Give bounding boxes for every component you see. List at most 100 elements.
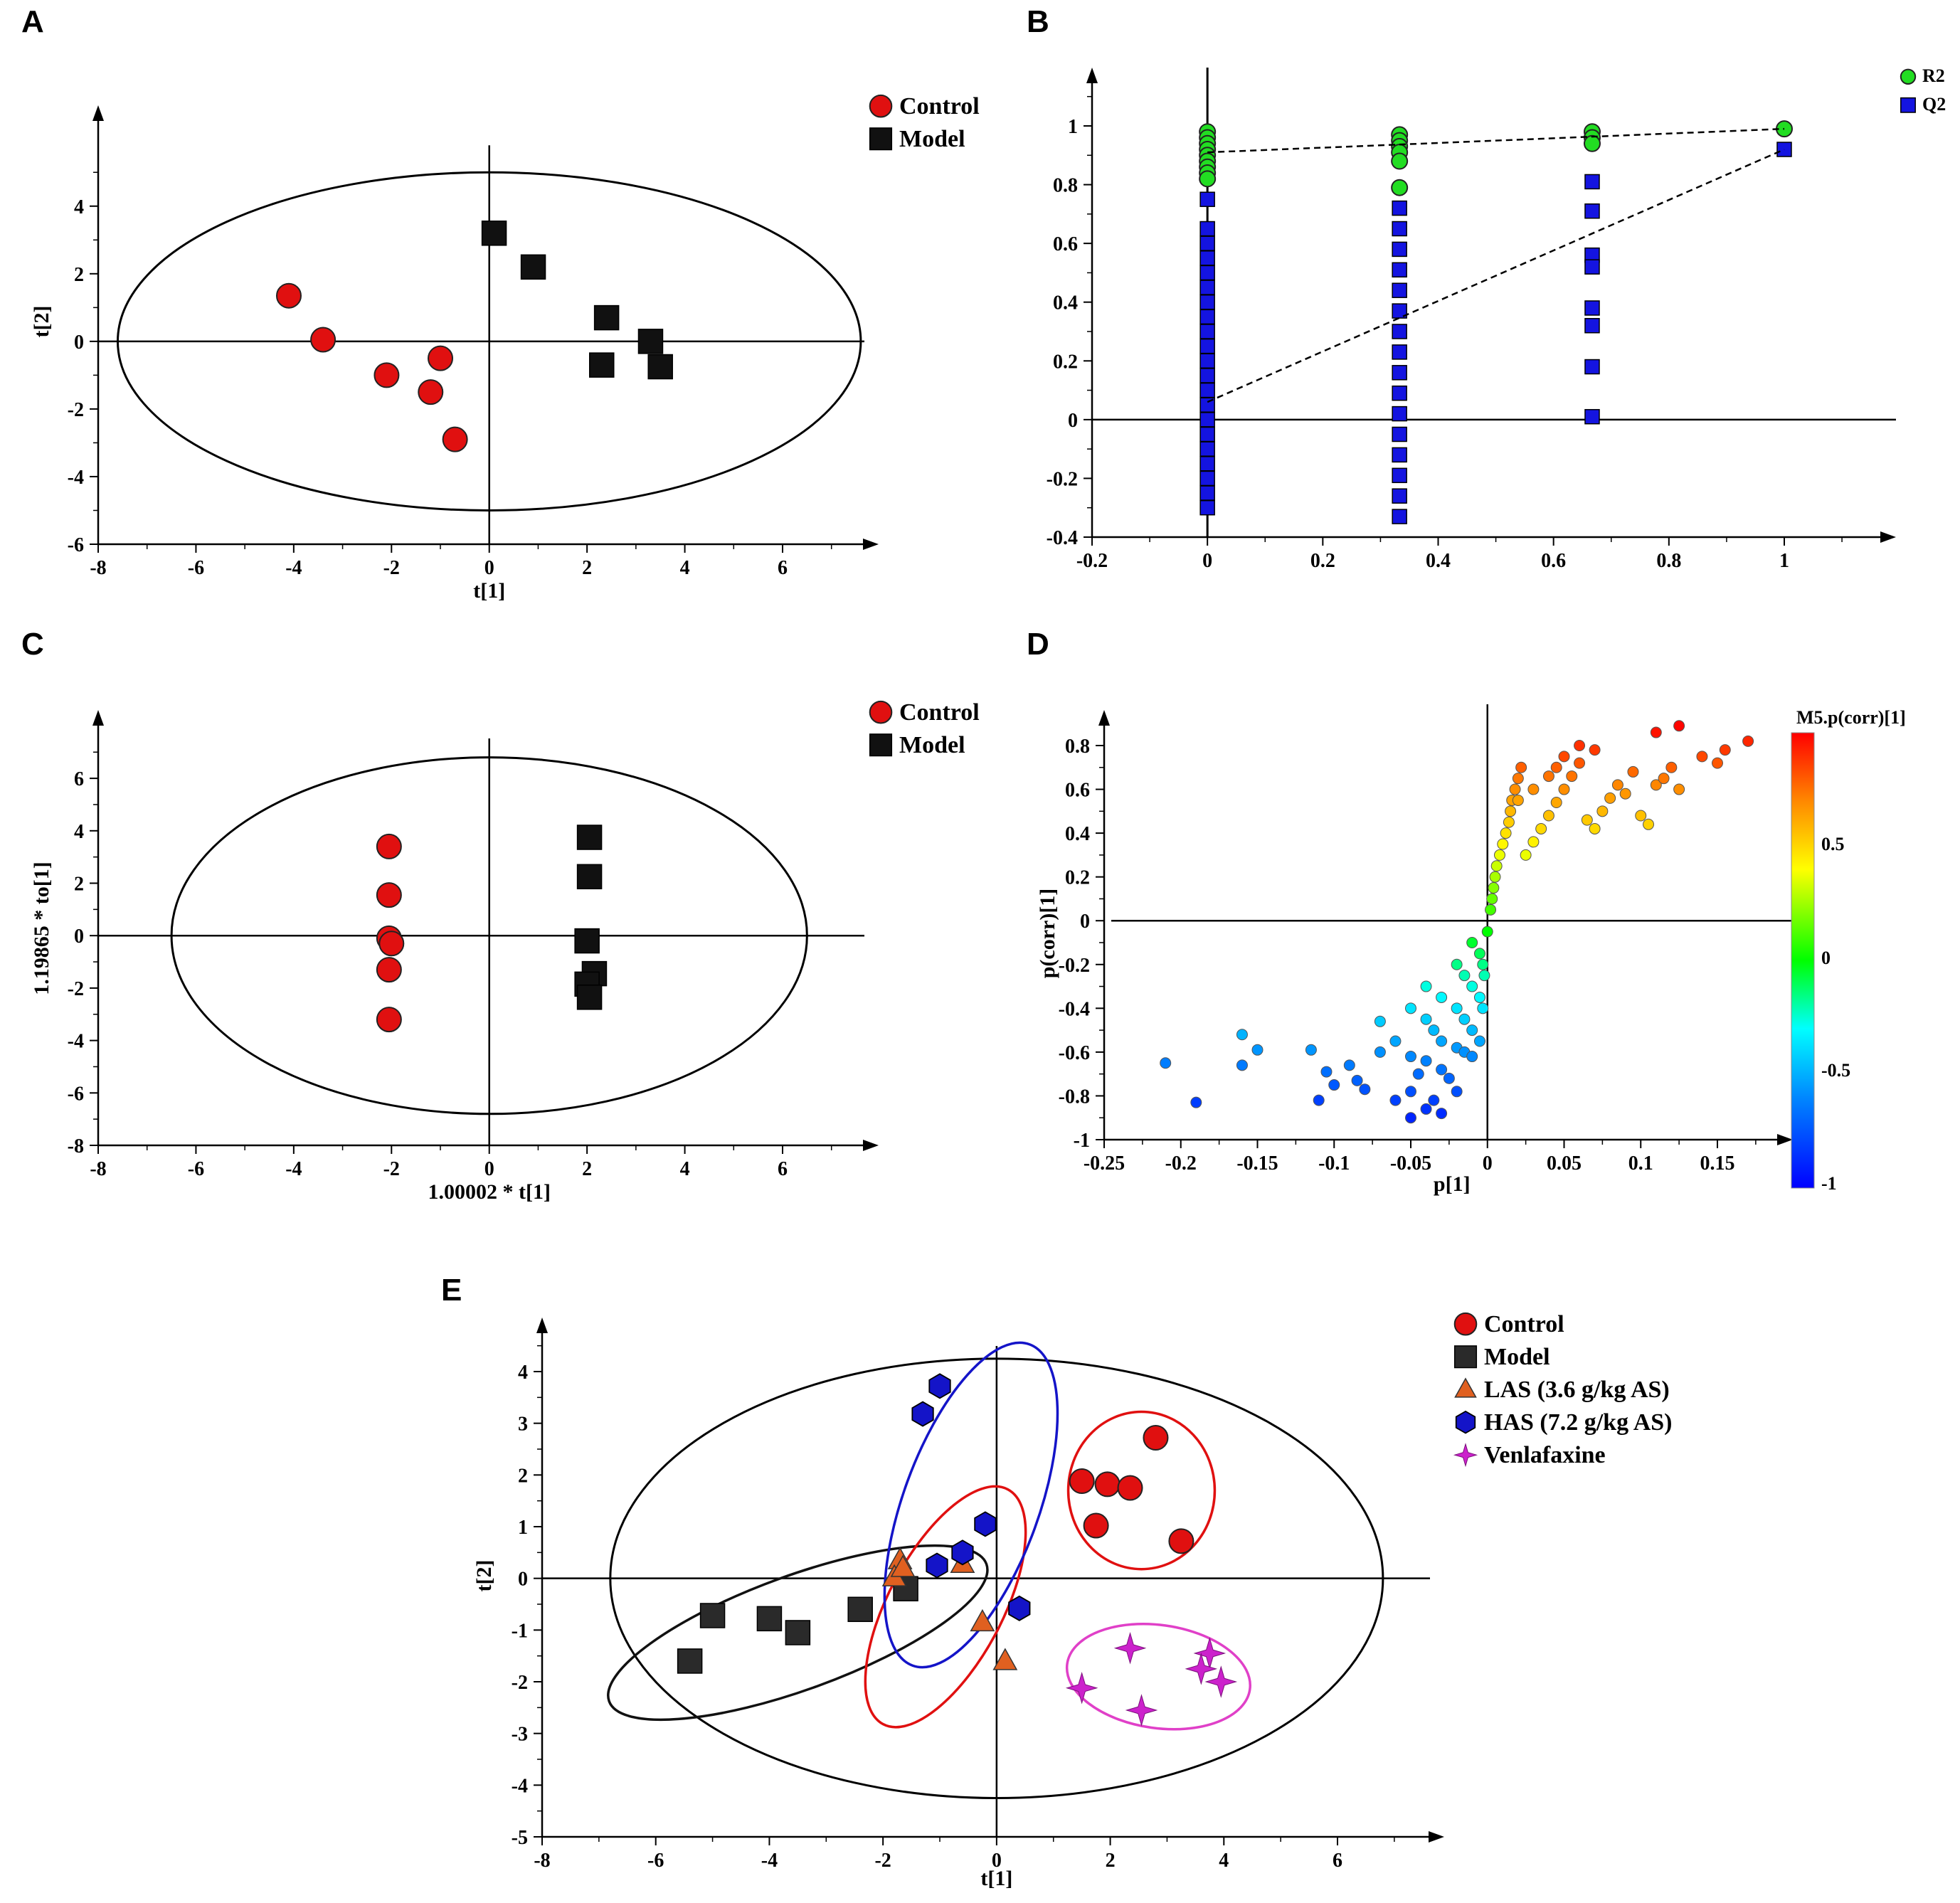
data-point bbox=[1520, 849, 1532, 861]
data-point bbox=[1420, 1103, 1432, 1115]
data-point-q2 bbox=[1584, 408, 1600, 425]
y-tick-label: 0 bbox=[1080, 911, 1090, 933]
data-point bbox=[1673, 783, 1685, 795]
data-point bbox=[1420, 980, 1432, 992]
colorbar-tick-label: -0.5 bbox=[1821, 1060, 1850, 1081]
x-tick-label: 0 bbox=[484, 557, 494, 579]
data-point bbox=[1619, 788, 1631, 800]
data-point-has-7-2-g-kg-as- bbox=[926, 1552, 948, 1579]
y-tick-label: 4 bbox=[518, 1362, 528, 1384]
data-point-model bbox=[574, 928, 600, 954]
data-point bbox=[1374, 1015, 1386, 1027]
data-point bbox=[1627, 765, 1639, 778]
y-tick-label: 0.6 bbox=[1065, 780, 1090, 802]
legend-label: Control bbox=[899, 699, 980, 726]
x-tick-label: -0.05 bbox=[1390, 1152, 1431, 1175]
data-point bbox=[1473, 991, 1485, 1003]
x-tick-label: 0 bbox=[1483, 1152, 1493, 1175]
data-point bbox=[1477, 1002, 1489, 1014]
data-point-control bbox=[1117, 1475, 1143, 1501]
data-point-control bbox=[376, 833, 402, 859]
data-point bbox=[1251, 1044, 1264, 1056]
y-tick-label: -8 bbox=[68, 1135, 84, 1157]
data-point bbox=[1643, 818, 1655, 830]
x-axis-arrow bbox=[863, 1140, 879, 1151]
x-tick-label: -0.2 bbox=[1076, 550, 1108, 572]
data-point-has-7-2-g-kg-as- bbox=[951, 1539, 974, 1566]
y-tick-label: 1 bbox=[1068, 116, 1078, 138]
data-point-q2 bbox=[1199, 265, 1215, 281]
data-point bbox=[1550, 761, 1562, 773]
x-tick-label: 0.2 bbox=[1310, 550, 1335, 572]
data-point bbox=[1696, 751, 1708, 763]
data-point bbox=[1558, 751, 1570, 763]
regression-line-q2 bbox=[1207, 148, 1785, 403]
data-point bbox=[1719, 744, 1731, 756]
y-axis-label: t[2] bbox=[472, 1560, 496, 1592]
y-tick-label: 0.4 bbox=[1065, 823, 1090, 845]
data-point bbox=[1635, 810, 1647, 822]
y-tick-label: 0 bbox=[518, 1569, 528, 1591]
data-point bbox=[1509, 783, 1521, 795]
x-tick-label: 0.1 bbox=[1628, 1152, 1653, 1175]
data-point-q2 bbox=[1584, 259, 1600, 275]
data-point bbox=[1343, 1059, 1355, 1071]
y-axis-arrow bbox=[92, 105, 104, 121]
y-tick-label: 0.8 bbox=[1053, 175, 1078, 197]
data-point bbox=[1436, 1064, 1448, 1076]
panel-label: E bbox=[441, 1273, 462, 1308]
data-point bbox=[1405, 1086, 1416, 1098]
data-point bbox=[1512, 794, 1524, 806]
y-tick-label: -1 bbox=[512, 1620, 528, 1642]
legend-marker-control bbox=[869, 700, 893, 724]
data-point-model bbox=[520, 254, 546, 280]
data-point bbox=[1658, 773, 1670, 785]
x-tick-label: 2 bbox=[582, 1158, 592, 1180]
data-point-q2 bbox=[1392, 262, 1407, 278]
data-point bbox=[1473, 948, 1485, 960]
data-point-q2 bbox=[1199, 441, 1215, 457]
data-point-control bbox=[442, 426, 468, 452]
panel-c: C -8 -6 -4 -2 0 2 4 6 -8 -6 -4 -2 0 2 4 6 Control Model 1.0… bbox=[21, 627, 980, 1204]
x-tick-label: 6 bbox=[778, 1158, 788, 1180]
data-point-model bbox=[647, 354, 673, 380]
data-point bbox=[1412, 1068, 1424, 1080]
data-point bbox=[1389, 1035, 1402, 1047]
data-point-has-7-2-g-kg-as- bbox=[911, 1401, 934, 1427]
data-point bbox=[1515, 761, 1527, 773]
data-point bbox=[1236, 1059, 1248, 1071]
y-tick-label: 0.2 bbox=[1053, 351, 1078, 373]
x-tick-label: -4 bbox=[761, 1850, 778, 1872]
x-tick-label: -2 bbox=[383, 1158, 400, 1180]
data-point bbox=[1428, 1024, 1440, 1037]
data-point-q2 bbox=[1199, 235, 1215, 251]
x-tick-label: 0.8 bbox=[1656, 550, 1681, 572]
x-tick-label: 6 bbox=[1333, 1850, 1342, 1872]
data-point bbox=[1443, 1072, 1455, 1084]
data-point-q2 bbox=[1199, 456, 1215, 472]
y-tick-label: -1 bbox=[1074, 1130, 1090, 1152]
data-point-control bbox=[378, 931, 405, 957]
x-tick-label: -8 bbox=[90, 557, 106, 579]
data-point bbox=[1477, 958, 1489, 970]
data-point bbox=[1486, 893, 1498, 905]
y-tick-label: -0.2 bbox=[1047, 468, 1078, 490]
data-point-model bbox=[637, 329, 664, 354]
x-tick-label: -2 bbox=[874, 1850, 891, 1872]
data-point-model bbox=[699, 1603, 726, 1628]
data-point-control bbox=[1069, 1468, 1095, 1495]
data-point bbox=[1389, 1094, 1402, 1106]
legend-label: Control bbox=[899, 93, 980, 120]
y-tick-label: -0.6 bbox=[1059, 1042, 1090, 1064]
data-point-control bbox=[376, 882, 402, 908]
y-axis-label: p(corr)[1] bbox=[1036, 889, 1059, 979]
data-point bbox=[1712, 757, 1723, 769]
data-point bbox=[1236, 1029, 1248, 1041]
y-tick-label: -4 bbox=[68, 1031, 84, 1053]
data-point-r2 bbox=[1391, 179, 1409, 196]
x-tick-label: 0 bbox=[992, 1850, 1002, 1872]
data-point bbox=[1589, 822, 1601, 834]
data-point-model bbox=[847, 1596, 873, 1623]
legend-marker-venlafaxine bbox=[1453, 1443, 1478, 1468]
data-point bbox=[1503, 816, 1515, 828]
